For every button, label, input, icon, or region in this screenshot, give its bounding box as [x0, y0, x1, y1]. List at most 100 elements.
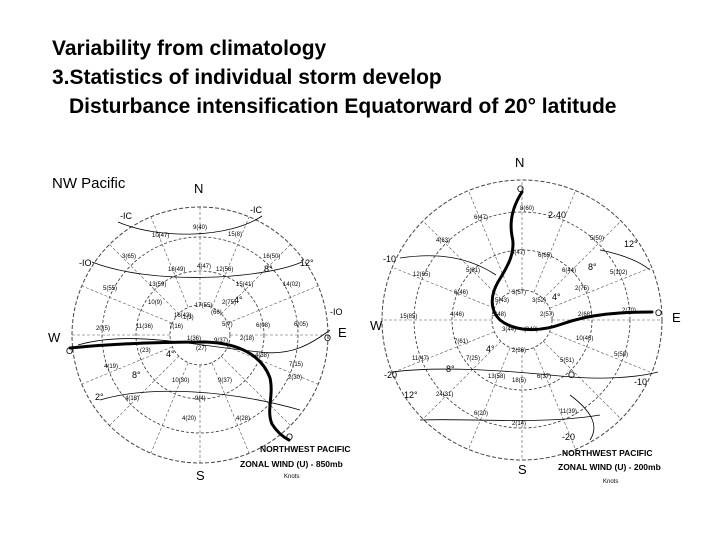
station-value: 7(61) [454, 339, 468, 345]
caption-title: NORTHWEST PACIFIC [562, 448, 653, 458]
station-value: 11(36) [136, 324, 153, 330]
spokes [384, 182, 660, 458]
station-value: 2(36) [512, 348, 526, 354]
region-label: NW Pacific [52, 175, 126, 192]
contour-label: -10 [383, 254, 396, 264]
title-line-3: Disturbance intensification Equatorward … [69, 95, 617, 118]
station-value: 10(47) [152, 233, 169, 239]
station-value: 24(31) [436, 392, 453, 398]
contour-label: 4° [486, 344, 495, 354]
title-line-1: Variability from climatology [52, 37, 327, 60]
station-value: 6(05) [294, 322, 308, 328]
station-value: 6(46) [454, 290, 468, 296]
station-value: 5(43) [495, 298, 509, 304]
station-value: 6(65) [538, 253, 552, 259]
station-value: 4(46) [450, 312, 464, 318]
station-value: 5(48) [492, 312, 506, 318]
caption-units: Knots [284, 474, 299, 480]
station-value: 5(102) [610, 270, 627, 276]
caption-title: NORTHWEST PACIFIC [260, 444, 351, 454]
station-value: 1(3) [183, 315, 194, 321]
station-value: 7(15) [289, 362, 303, 368]
contour-label: -IO [79, 258, 92, 268]
station-value: 2(14) [512, 421, 526, 427]
station-value: 11(47) [412, 356, 429, 362]
station-value: 2(30) [288, 375, 302, 381]
contour-label: -20 [562, 432, 575, 442]
contour-label: 12° [404, 390, 418, 400]
station-value: 3(44) [502, 327, 516, 333]
caption-units: Knots [603, 479, 618, 485]
station-value: 6(20) [474, 411, 488, 417]
contour-labels: O 2·40 12° -10 8° 4° 4° 8° 12° -20 -20 -… [383, 184, 662, 442]
station-value: 3(47) [511, 250, 525, 256]
ring-4deg [135, 270, 265, 400]
station-value: 15(85) [400, 314, 417, 320]
contour-label: 8° [264, 264, 273, 274]
station-value: 10(9) [148, 300, 162, 306]
station-value: 5(50) [590, 236, 604, 242]
zero-wind-line [68, 340, 291, 442]
contour-label: O [517, 184, 524, 194]
contour-label: 4° [166, 349, 175, 359]
station-value: 5(7) [222, 322, 233, 328]
station-value: 17(55) [195, 303, 212, 309]
contour-label: 8° [132, 370, 141, 380]
station-value: 5(81) [466, 268, 480, 274]
station-value: 18(49) [168, 267, 185, 273]
contour-labels: -IC -IC -IO -IO 12° 8° 4° 4° 8° 2° O O O [66, 205, 343, 442]
station-value: 9(37) [218, 378, 232, 384]
station-value: 3(65) [122, 254, 136, 260]
contour-label: -20 [384, 370, 397, 380]
station-value: (042) [524, 327, 538, 333]
station-value: 15(41) [236, 282, 253, 288]
station-value: 2(75) [222, 300, 236, 306]
station-value: 9(40) [193, 225, 207, 231]
contour-label: -IC [120, 211, 132, 221]
north-label: N [515, 155, 524, 170]
contour-label: -IO [330, 307, 343, 317]
station-value: 8(60) [520, 206, 534, 212]
contour-label: 2° [95, 392, 104, 402]
station-value: 2(68) [578, 312, 592, 318]
station-value: 12(65) [413, 272, 430, 278]
contour-label: 8° [588, 262, 597, 272]
station-value: (27) [196, 346, 207, 352]
polar-diagram-850mb: N S W E -IC -IC -IO -IO 12° 8° 4° 4° 8° … [48, 181, 351, 483]
caption-subtitle: ZONAL WIND (U) - 200mb [558, 462, 661, 472]
caption-subtitle: ZONAL WIND (U) - 850mb [240, 459, 343, 469]
station-value: 14(02) [283, 282, 300, 288]
isotach-contours [391, 249, 659, 441]
station-value: 3(57) [512, 290, 526, 296]
north-label: N [194, 181, 203, 196]
title-line-2: 3.Statistics of individual storm develop [52, 66, 442, 89]
caption-200mb: NORTHWEST PACIFIC ZONAL WIND (U) - 200mb… [558, 448, 661, 485]
station-value: 7(25) [466, 356, 480, 362]
station-value: 13(58) [488, 374, 505, 380]
zero-wind-line [490, 190, 654, 332]
station-value: 4(18) [125, 396, 139, 402]
station-value: 4(38) [255, 353, 269, 359]
outer-ring [381, 179, 663, 461]
caption-850mb: NORTHWEST PACIFIC ZONAL WIND (U) - 850mb… [240, 444, 351, 480]
station-value: 18(5) [512, 378, 526, 384]
east-label: E [672, 310, 681, 325]
station-value: 6(37) [537, 374, 551, 380]
station-value: 5(58) [614, 352, 628, 358]
station-value: 2(18) [240, 336, 254, 342]
contour-label: O [568, 370, 575, 380]
west-label: W [370, 318, 383, 333]
station-values: 8(60) 6(47) 5(50) 4(63) 3(47) 6(65) 12(6… [400, 206, 636, 427]
station-value: 2(70) [622, 308, 636, 314]
station-value: 20(5) [96, 326, 110, 332]
isotach-contours [77, 215, 331, 411]
station-value: 4(20) [182, 416, 196, 422]
contour-label: O [655, 308, 662, 318]
contour-label: 4° [552, 292, 561, 302]
east-label: E [338, 325, 347, 340]
station-value: 9(4) [195, 396, 206, 402]
station-value: 6(08) [256, 323, 270, 329]
south-label: S [196, 468, 205, 483]
contour-label: 12° [300, 258, 314, 268]
